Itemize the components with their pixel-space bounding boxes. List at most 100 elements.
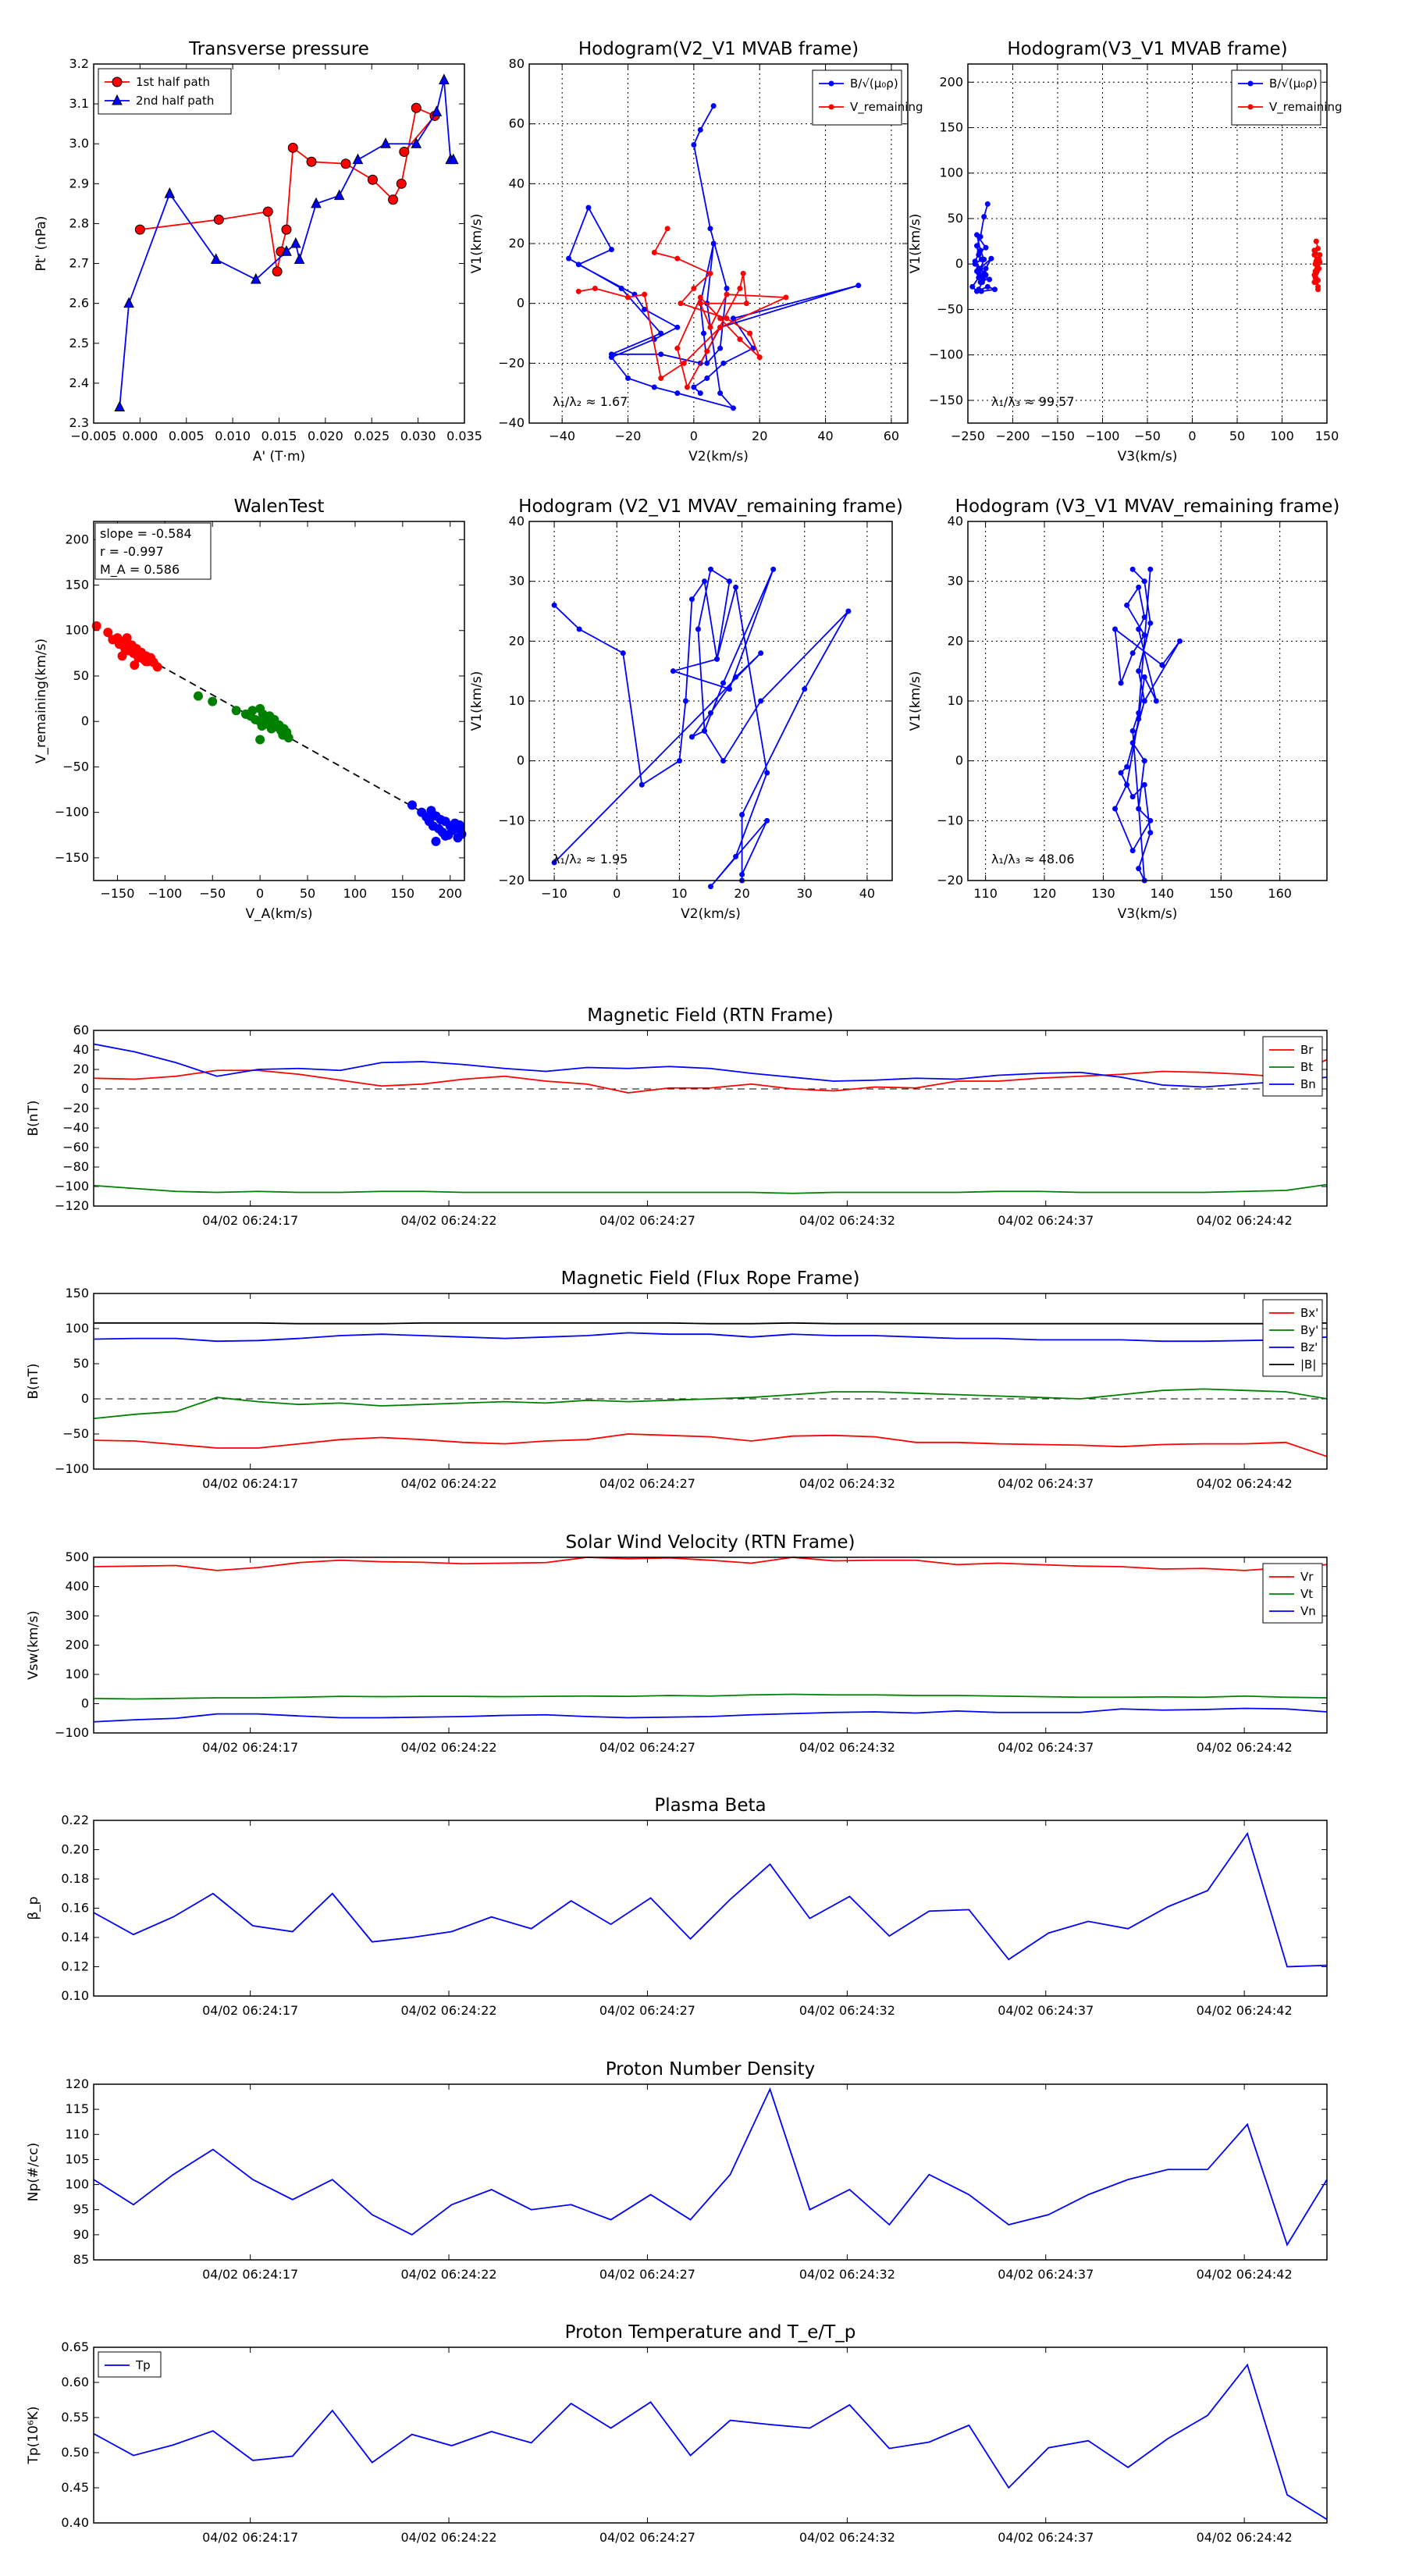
- data-point: [758, 650, 764, 656]
- y-tick-label: 200: [939, 74, 963, 89]
- x-tick-label: 30: [797, 886, 813, 901]
- x-tick-label: 40: [817, 429, 833, 443]
- x-axis-label: V2(km/s): [688, 449, 749, 464]
- legend-label: B/√(μ₀ρ): [1269, 76, 1318, 91]
- y-tick-label: 30: [509, 574, 525, 589]
- y-tick-label: 30: [948, 574, 963, 589]
- data-point: [1118, 680, 1124, 686]
- data-point: [688, 734, 695, 740]
- time-tick-label: 04/02 06:24:42: [1197, 2003, 1293, 2018]
- data-point: [208, 696, 218, 706]
- data-point: [1124, 781, 1130, 788]
- data-point: [717, 324, 724, 330]
- y-tick-label: 0: [81, 1696, 89, 1711]
- series-v-remaining: [1311, 238, 1323, 293]
- series-green: [193, 691, 293, 745]
- y-tick-label: 150: [65, 578, 89, 592]
- data-point: [272, 266, 283, 277]
- data-point: [618, 286, 624, 291]
- y-tick-label: 110: [65, 2126, 89, 2141]
- y-tick-label: −100: [55, 1725, 89, 1740]
- data-point: [287, 142, 298, 153]
- data-point: [1176, 638, 1183, 644]
- data-point: [1147, 620, 1154, 626]
- data-point: [1311, 279, 1318, 285]
- y-tick-label: −40: [498, 415, 525, 430]
- mag_fr-plot-frame: [93, 1293, 1328, 1470]
- x-tick-label: −100: [148, 886, 182, 901]
- data-point: [727, 686, 733, 692]
- y-tick-label: 0: [81, 1081, 89, 1096]
- legend-label: Bz': [1300, 1340, 1318, 1354]
- time-tick-label: 04/02 06:24:27: [599, 1213, 695, 1228]
- data-point: [575, 262, 582, 268]
- data-point: [262, 206, 273, 217]
- data-point: [255, 735, 265, 745]
- data-point: [551, 602, 557, 608]
- x-tick-label: −150: [1040, 429, 1075, 443]
- data-point: [714, 656, 720, 662]
- legend-label: Bt: [1300, 1060, 1313, 1074]
- chart-title: Hodogram(V2_V1 MVAB frame): [578, 39, 859, 59]
- data-point: [396, 178, 407, 189]
- series-line-vn: [93, 1707, 1328, 1723]
- x-tick-label: −250: [951, 429, 985, 443]
- data-point: [103, 628, 113, 638]
- time-tick-label: 04/02 06:24:22: [401, 2003, 497, 2018]
- time-tick-label: 04/02 06:24:22: [401, 2530, 497, 2545]
- x-tick-label: 200: [438, 886, 462, 901]
- x-tick-label: 0.030: [400, 429, 436, 443]
- y-tick-label: 400: [65, 1579, 89, 1594]
- data-point: [981, 256, 987, 262]
- x-tick-label: 0: [690, 429, 698, 443]
- y-tick-label: −60: [62, 1140, 89, 1155]
- tp-plot-frame: [93, 2347, 1328, 2524]
- data-point: [231, 706, 241, 716]
- data-point: [764, 770, 770, 776]
- legend-label: By': [1300, 1323, 1318, 1337]
- x-tick-label: 0.035: [446, 429, 482, 443]
- x-tick-label: −150: [100, 886, 134, 901]
- y-tick-label: −100: [55, 1461, 89, 1476]
- y-tick-label: 0.18: [61, 1871, 89, 1886]
- data-point: [1141, 632, 1147, 639]
- pt-plot-frame: [93, 63, 465, 424]
- data-point: [737, 286, 743, 291]
- data-point: [674, 255, 681, 262]
- x-tick-label: 140: [1151, 886, 1175, 901]
- data-point: [388, 194, 399, 205]
- data-point: [1141, 698, 1147, 704]
- data-point: [764, 817, 770, 824]
- data-point: [620, 650, 626, 656]
- series-line-bx: [93, 1433, 1328, 1457]
- y-tick-label: 40: [509, 176, 525, 190]
- y-tick-label: 50: [73, 1356, 89, 1371]
- series-line: [553, 568, 849, 888]
- chart-title: Hodogram (V3_V1 MVAV_remaining frame): [955, 496, 1340, 517]
- data-point: [747, 330, 753, 336]
- data-point: [1136, 866, 1142, 872]
- y-tick-label: 0.10: [61, 1988, 89, 2003]
- walen-plot-frame: [93, 521, 465, 881]
- data-point: [1129, 794, 1136, 800]
- beta-plot-frame: [93, 1820, 1328, 1997]
- data-point: [730, 405, 736, 411]
- data-point: [1313, 258, 1319, 265]
- data-point: [1317, 252, 1323, 258]
- time-tick-label: 04/02 06:24:17: [202, 1476, 298, 1491]
- data-point: [1136, 584, 1142, 590]
- y-axis-label: B(nT): [26, 1363, 41, 1399]
- pt-legend: 1st half path 2nd half path: [98, 68, 232, 115]
- x-tick-label: 20: [752, 429, 767, 443]
- data-point: [707, 226, 713, 232]
- data-point: [407, 800, 418, 810]
- time-tick-label: 04/02 06:24:17: [202, 2003, 298, 2018]
- y-tick-label: 0.65: [61, 2339, 89, 2354]
- h3-axes: −20 −10 0 10 20 30 40 −10 0 10 20 30 40 V2(km/s) V1(km…: [469, 514, 892, 922]
- series-v: [1112, 566, 1183, 884]
- data-point: [340, 158, 351, 169]
- y-axis-label: V1(km/s): [469, 671, 485, 731]
- data-point: [739, 812, 745, 818]
- y-axis-label: V1(km/s): [908, 671, 923, 731]
- series-line-by: [93, 1388, 1328, 1420]
